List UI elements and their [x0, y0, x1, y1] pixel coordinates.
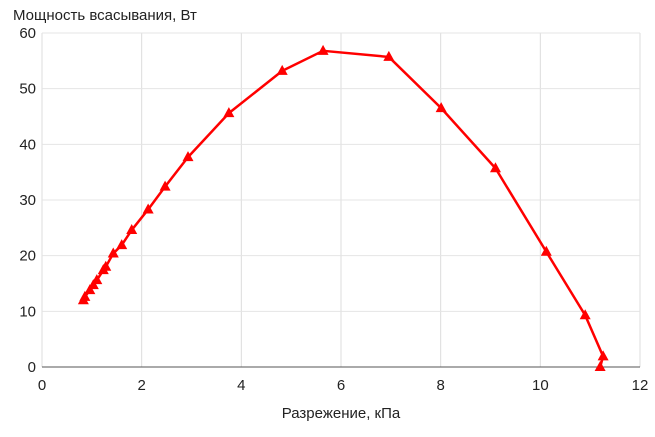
x-axis-title: Разрежение, кПа	[282, 405, 401, 422]
x-tick-label: 2	[137, 377, 145, 394]
y-tick-label: 30	[19, 192, 36, 209]
data-point-marker	[489, 162, 501, 173]
y-tick-label: 10	[19, 303, 36, 320]
data-point-marker	[540, 245, 552, 256]
y-tick-label: 50	[19, 81, 36, 98]
y-tick-label: 60	[19, 25, 36, 42]
data-point-marker	[435, 102, 447, 113]
data-point-marker	[126, 224, 138, 235]
data-point-marker	[159, 180, 171, 191]
data-point-marker	[87, 279, 99, 290]
grid	[41, 32, 641, 368]
x-tick-label: 6	[337, 377, 345, 394]
data-point-marker	[579, 309, 591, 320]
data-point-marker	[223, 107, 235, 118]
data-point-marker	[383, 50, 395, 61]
tick-labels: 0 2 4 6 8 10 12 0 10 20 30 40 50 60	[19, 25, 648, 394]
x-tick-label: 12	[632, 377, 649, 394]
series-line	[82, 49, 605, 368]
data-point-marker	[79, 290, 91, 301]
series-group	[77, 44, 609, 371]
data-point-marker	[91, 274, 103, 285]
data-point-marker	[116, 239, 128, 250]
data-point-marker	[597, 350, 609, 361]
y-tick-label: 20	[19, 248, 36, 265]
x-tick-label: 0	[38, 377, 46, 394]
data-point-marker	[100, 260, 112, 271]
data-point-marker	[317, 44, 329, 55]
y-tick-label: 40	[19, 136, 36, 153]
data-point-marker	[142, 203, 154, 214]
y-tick-label: 0	[28, 359, 36, 376]
data-point-marker	[84, 284, 96, 295]
x-tick-label: 8	[436, 377, 444, 394]
data-point-marker	[182, 151, 194, 162]
x-tick-label: 10	[532, 377, 549, 394]
y-axis-title: Мощность всасывания, Вт	[13, 7, 197, 24]
data-point-marker	[594, 361, 606, 371]
x-tick-label: 4	[237, 377, 245, 394]
data-point-marker	[107, 247, 119, 258]
data-point-marker	[276, 64, 288, 75]
